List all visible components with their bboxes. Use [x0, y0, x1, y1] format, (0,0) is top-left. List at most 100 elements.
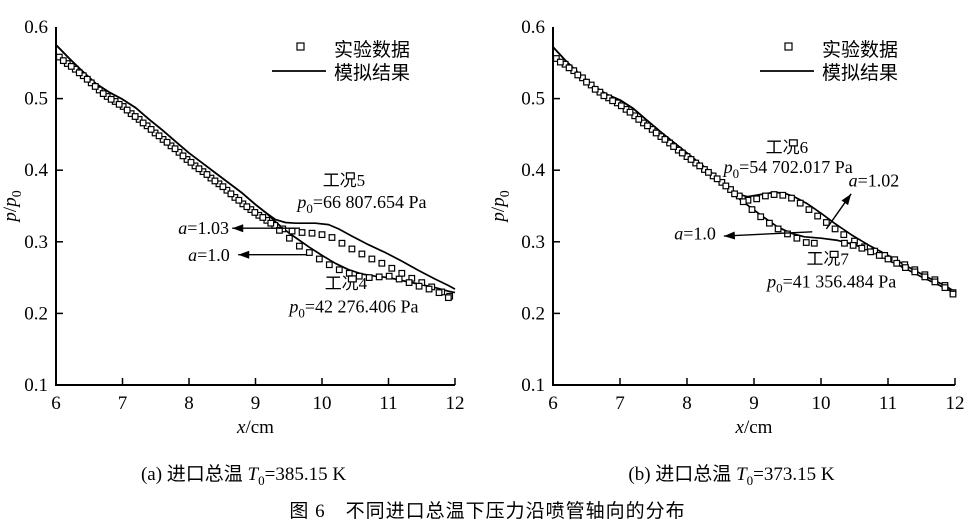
square-marker [91, 83, 99, 90]
square-marker [631, 112, 639, 120]
text-segment: 0.2 [24, 303, 48, 324]
square-marker [348, 245, 356, 253]
y-tick-label: 0.2 [24, 303, 48, 324]
square-marker [574, 71, 582, 79]
square-marker [139, 119, 147, 127]
x-tick-label: 11 [379, 393, 397, 414]
square-marker [195, 165, 203, 173]
text-segment: a [674, 224, 683, 244]
square-marker [415, 282, 423, 290]
square-marker [115, 100, 123, 108]
caption-b-prefix: (b) 进口总温 [628, 464, 737, 485]
y-tick-label: 0.2 [521, 303, 545, 324]
text-segment: 0 [497, 190, 512, 197]
text-segment: 0 [306, 201, 312, 216]
text-segment: 0.5 [521, 89, 545, 110]
square-marker [796, 199, 804, 207]
chart-panel-b: 6 7 8 9 10 11 120.10.20.30.40.50.6x/cmp/p0工况6p… [488, 17, 965, 438]
y-tick-label: 0.3 [521, 232, 545, 253]
y-tick-label: 0.5 [521, 89, 545, 110]
text-segment: 0.5 [24, 89, 48, 110]
text-segment: 0 [776, 281, 782, 296]
square-marker [87, 79, 95, 87]
x-tick-label: 12 [446, 393, 465, 414]
text-segment: / [488, 206, 509, 212]
text-segment: a [178, 218, 187, 238]
chart-panel-a: 6 7 8 9 10 11 120.10.20.30.40.50.6x/cmp/p0工况5p… [0, 17, 465, 438]
text-segment: =1.0 [683, 224, 716, 244]
square-marker [444, 294, 452, 302]
square-marker [235, 196, 243, 204]
square-marker [770, 191, 778, 198]
square-marker [155, 132, 163, 140]
square-marker [600, 92, 608, 100]
square-marker [670, 143, 678, 150]
annotation: a=1.03 [178, 218, 229, 238]
text-segment: 0.4 [521, 160, 545, 181]
text-segment: 6 [51, 393, 61, 414]
text-segment: 0.1 [24, 375, 48, 396]
text-segment: 9 [251, 393, 261, 414]
square-marker [902, 264, 909, 271]
text-segment: p [295, 192, 306, 212]
text-segment: 8 [184, 393, 194, 414]
square-marker [83, 75, 91, 83]
y-tick-label: 0.1 [521, 375, 545, 396]
annotation: p0=42 276.406 Pa [287, 297, 418, 321]
square-marker [831, 225, 839, 233]
square-marker [788, 194, 795, 202]
text-segment: =54 702.017 Pa [739, 157, 853, 177]
caption-a-variable: T [247, 464, 259, 485]
square-marker [59, 57, 67, 65]
experiment-markers-0 [55, 53, 454, 300]
y-tick-label: 0.4 [24, 160, 48, 181]
experiment-markers-1 [556, 58, 957, 298]
text-segment: 0.6 [24, 17, 48, 38]
square-marker [345, 269, 353, 277]
annotation: p0=41 356.484 Pa [765, 272, 896, 296]
text-segment: 0 [9, 190, 24, 197]
text-segment: 7 [118, 393, 128, 414]
text-segment: 0 [733, 166, 739, 181]
square-marker [552, 55, 560, 62]
square-marker [405, 279, 413, 287]
square-marker [583, 78, 590, 86]
square-marker [784, 230, 791, 238]
x-tick-label: 7 [615, 393, 625, 414]
annotation: p0=66 807.654 Pa [295, 192, 426, 216]
square-marker [398, 269, 406, 277]
x-tick-label: 10 [812, 393, 831, 414]
x-tick-label: 6 [51, 393, 61, 414]
x-tick-label: 8 [682, 393, 692, 414]
square-marker [325, 261, 333, 269]
square-marker [67, 62, 75, 70]
x-tick-label: 8 [184, 393, 194, 414]
text-segment: 0.6 [521, 17, 545, 38]
annotation: 工况7 [806, 250, 849, 269]
text-segment: / [0, 206, 21, 212]
square-marker [739, 198, 747, 206]
annotation: 工况6 [766, 138, 809, 157]
arrowhead [238, 250, 250, 259]
square-marker [753, 195, 761, 203]
text-segment: =1.0 [197, 245, 230, 265]
text-segment: 工况7 [806, 250, 849, 269]
square-marker [163, 138, 171, 146]
y-tick-label: 0.5 [24, 89, 48, 110]
square-marker [805, 206, 813, 213]
square-marker [931, 278, 939, 286]
annotation: a=1.0 [188, 245, 230, 265]
square-marker [884, 255, 892, 263]
experiment-markers-1 [59, 57, 452, 302]
square-marker [921, 273, 929, 281]
square-marker [822, 219, 830, 226]
arrowhead [723, 231, 736, 240]
square-marker [893, 259, 901, 267]
square-marker [211, 177, 219, 185]
square-marker [705, 168, 712, 176]
y-axis-label: p/p0 [488, 190, 512, 223]
square-marker [338, 239, 346, 247]
text-segment: 0.3 [24, 232, 48, 253]
square-marker [849, 241, 857, 249]
